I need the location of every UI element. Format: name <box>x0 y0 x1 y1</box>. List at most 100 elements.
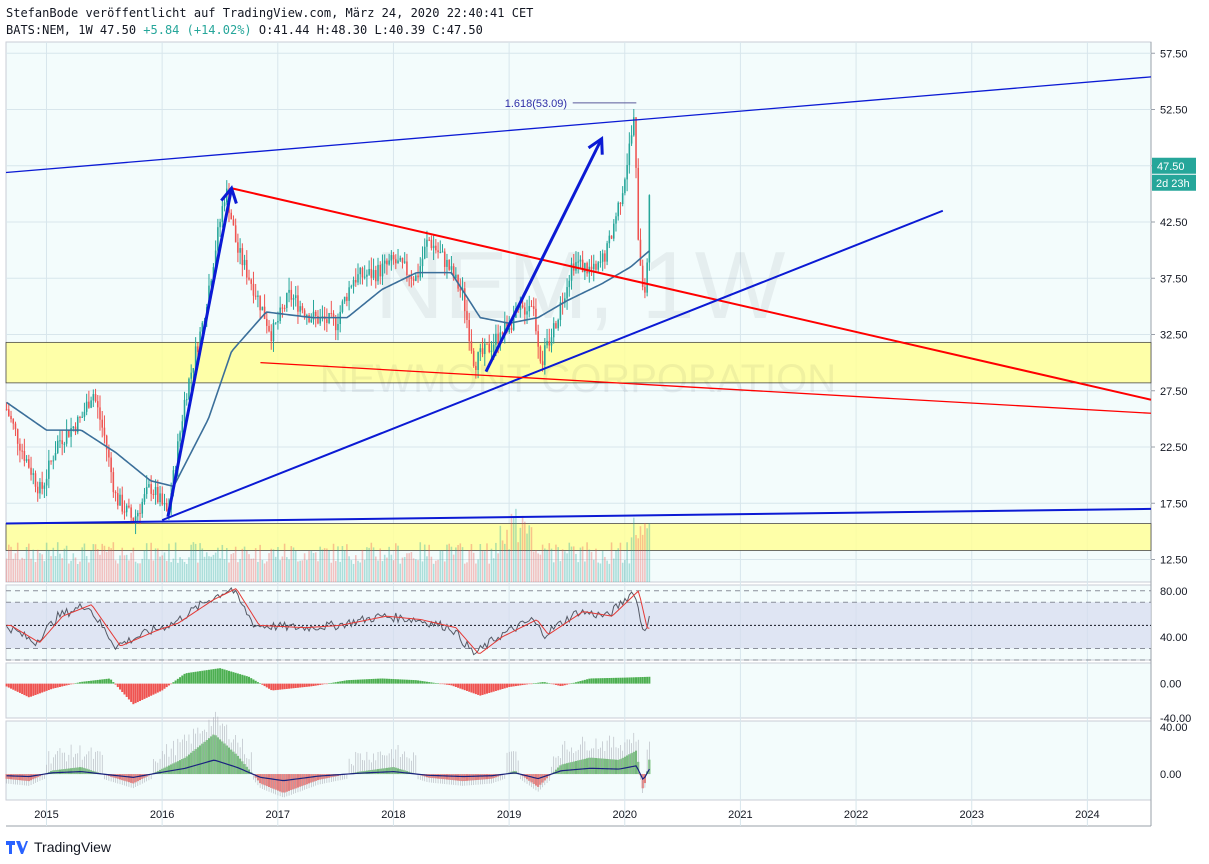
candle-body <box>188 378 190 400</box>
volume-bar <box>48 549 50 582</box>
momentum-bar <box>250 678 253 684</box>
volume-bar <box>197 562 199 582</box>
trendlines[interactable] <box>5 76 1152 525</box>
volume-bar <box>201 548 204 582</box>
momentum-bar <box>394 679 397 684</box>
volume-bar <box>39 553 41 582</box>
x-tick-label: 2022 <box>844 809 868 821</box>
volume-bar <box>117 563 119 582</box>
candle-body <box>432 245 435 249</box>
momentum-bar <box>517 683 520 686</box>
momentum-bar <box>47 683 50 691</box>
x-tick-label: 2024 <box>1075 809 1099 821</box>
candle-body <box>32 473 35 475</box>
candle-body <box>468 319 470 342</box>
volume-bar <box>14 553 17 582</box>
momentum-bar <box>381 678 384 684</box>
volume-bar <box>12 558 15 582</box>
volume-bar <box>637 538 640 582</box>
volume-bar <box>99 554 101 582</box>
volume-bar <box>32 549 35 582</box>
trendline <box>260 361 1152 414</box>
volume-bar <box>105 551 108 582</box>
y-tick-label: 40.00 <box>1160 632 1188 644</box>
candle-body <box>570 263 573 281</box>
volume-bar <box>608 563 611 582</box>
momentum-bar <box>341 681 344 684</box>
momentum-bar <box>523 683 526 685</box>
volume-bar <box>266 561 268 582</box>
candle-body <box>132 517 135 523</box>
volume-bar <box>52 547 55 582</box>
momentum-bar <box>399 679 402 684</box>
momentum-bar <box>361 679 364 684</box>
volume-bar <box>550 548 553 582</box>
candle-body <box>579 259 582 262</box>
momentum-bar <box>223 669 226 684</box>
volume-bar <box>517 542 519 582</box>
momentum-bar <box>5 683 8 687</box>
candle-body <box>210 280 212 286</box>
momentum-bar <box>299 683 302 688</box>
candle-body <box>183 399 186 422</box>
momentum-bar <box>27 683 30 698</box>
tradingview-footer[interactable]: TradingView <box>6 839 111 855</box>
candle-body <box>466 311 468 320</box>
candle-body <box>624 179 626 194</box>
candle-body <box>377 264 379 282</box>
volume-bar <box>261 559 264 582</box>
momentum-bar <box>621 677 624 684</box>
volume-bar <box>277 547 279 582</box>
volume-bar <box>628 563 631 582</box>
volume-bar <box>610 542 613 582</box>
momentum-bar <box>70 683 73 685</box>
candle-body <box>437 250 439 253</box>
momentum-bar <box>519 683 522 686</box>
candle-body <box>644 286 646 293</box>
candle-body <box>234 225 237 243</box>
candle-body <box>341 301 344 312</box>
volume-bar <box>83 543 86 582</box>
candle-body <box>499 332 502 344</box>
candle-body <box>597 262 599 270</box>
candle-body <box>25 459 28 461</box>
candle-body <box>352 279 355 287</box>
candle-body <box>319 317 321 324</box>
volume-bar <box>10 546 12 582</box>
volume-bar <box>417 560 419 582</box>
volume-bar <box>506 529 508 582</box>
volume-bar <box>595 548 597 582</box>
momentum-bar <box>134 683 137 704</box>
momentum-bar <box>165 683 168 688</box>
candle-body <box>457 274 459 289</box>
candle-body <box>546 340 548 346</box>
momentum-bar <box>445 683 448 685</box>
momentum-bar <box>121 683 124 693</box>
candle-body <box>248 277 250 280</box>
momentum-bar <box>628 677 631 684</box>
volume-bar <box>430 556 433 582</box>
candle-body <box>403 261 406 263</box>
volume-bar <box>210 556 212 582</box>
volume-bar <box>168 543 170 582</box>
momentum-bar <box>63 683 66 686</box>
momentum-bar <box>388 678 391 684</box>
candle-body <box>96 401 99 408</box>
candle-body <box>154 486 157 495</box>
candle-body <box>221 206 224 222</box>
candle-body <box>564 298 566 304</box>
brand-name: TradingView <box>34 839 112 855</box>
momentum-bar <box>174 680 177 684</box>
candle-body <box>112 472 115 493</box>
candle-body <box>152 493 155 495</box>
candle-body <box>108 449 110 458</box>
macd-line <box>6 759 650 782</box>
volume-bar <box>368 547 370 582</box>
momentum-bar <box>154 683 157 694</box>
momentum-bar <box>546 682 549 684</box>
momentum-bar <box>528 683 531 685</box>
momentum-bar <box>497 683 500 691</box>
volume-bar <box>36 549 39 582</box>
candle-body <box>548 340 551 346</box>
